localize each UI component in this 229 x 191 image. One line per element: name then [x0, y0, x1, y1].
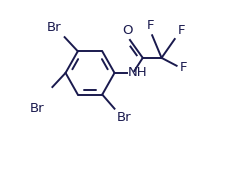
Text: NH: NH: [128, 66, 148, 79]
Text: O: O: [123, 24, 133, 37]
Text: Br: Br: [30, 102, 44, 115]
Text: Br: Br: [47, 21, 62, 34]
Text: Br: Br: [116, 112, 131, 125]
Text: F: F: [147, 19, 154, 32]
Text: F: F: [178, 24, 186, 37]
Text: F: F: [180, 61, 187, 74]
